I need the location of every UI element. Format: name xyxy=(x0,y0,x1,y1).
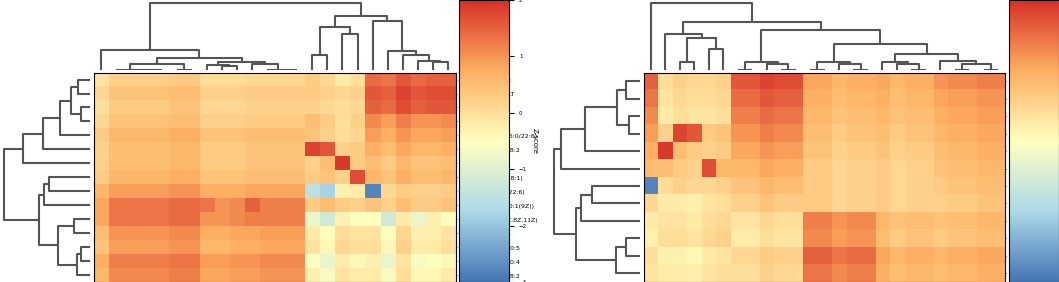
Y-axis label: Z-score: Z-score xyxy=(532,128,538,154)
